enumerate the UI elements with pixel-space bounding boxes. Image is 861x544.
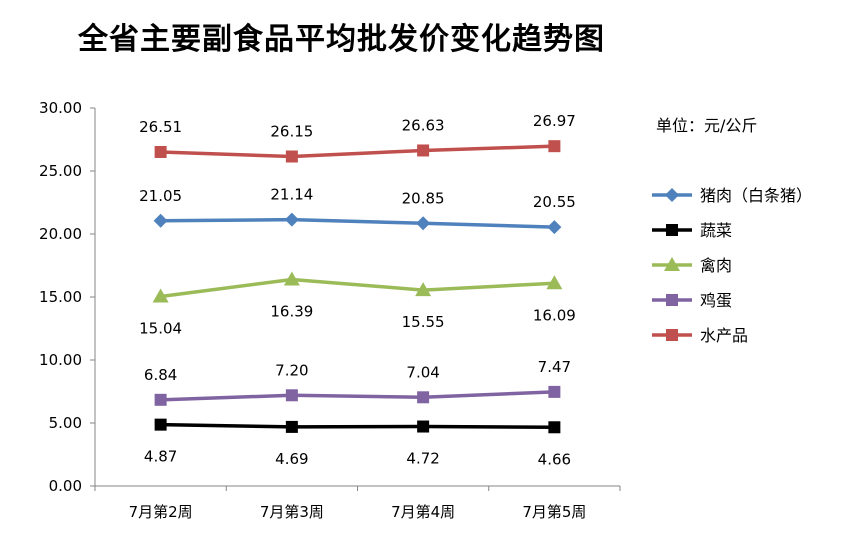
data-point: [284, 212, 299, 227]
y-axis-ticks: 0.00 5.00 10.00 15.00 20.00 25.00 30.00: [39, 99, 95, 495]
x-axis-ticks: 7月第2周 7月第3周 7月第4周 7月第5周: [94, 486, 621, 521]
chart-title: 全省主要副食品平均批发价变化趋势图: [78, 22, 605, 57]
data-label: 16.39: [270, 302, 313, 320]
legend-label: 蔬菜: [700, 221, 732, 240]
data-label: 15.04: [139, 319, 182, 337]
data-label: 4.66: [538, 450, 571, 468]
legend-marker: [666, 294, 678, 306]
data-label: 26.97: [533, 112, 576, 130]
y-tick-label: 20.00: [39, 225, 82, 243]
data-label: 20.85: [402, 189, 445, 207]
series-1: [153, 212, 562, 235]
legend-label: 猪肉（白条猪）: [700, 186, 812, 205]
series-group: [152, 140, 563, 434]
data-label: 21.05: [139, 187, 182, 205]
axes: [94, 108, 620, 487]
data-label: 26.63: [402, 116, 445, 134]
x-tick-label: 7月第4周: [391, 503, 455, 521]
data-point: [154, 418, 167, 431]
y-tick-label: 25.00: [39, 162, 82, 180]
legend-marker: [666, 329, 678, 341]
data-label: 21.14: [270, 186, 313, 204]
legend-marker: [664, 257, 680, 271]
series-line: [160, 422, 555, 430]
y-tick-label: 0.00: [49, 477, 82, 495]
data-point: [415, 282, 432, 297]
data-point: [416, 216, 431, 231]
data-label: 20.55: [533, 193, 576, 211]
legend-marker: [665, 188, 679, 202]
legend-label: 禽肉: [700, 256, 732, 275]
data-label: 4.69: [275, 450, 308, 468]
data-label: 7.47: [538, 358, 571, 376]
data-label: 4.87: [144, 448, 177, 466]
data-point: [285, 389, 298, 402]
series-4: [154, 385, 561, 406]
data-point: [283, 271, 300, 286]
x-tick-label: 7月第5周: [522, 503, 586, 521]
data-point: [417, 144, 430, 157]
data-point: [417, 391, 430, 404]
legend-item-1: 猪肉（白条猪）: [652, 186, 812, 205]
series-line: [160, 144, 555, 159]
data-labels: 21.05 21.14 20.85 20.55 4.87 4.69 4.72 4.66 15.0…: [139, 112, 576, 468]
legend-item-2: 蔬菜: [652, 221, 732, 240]
data-point: [547, 220, 562, 235]
data-point: [152, 288, 169, 303]
data-point: [153, 213, 168, 228]
data-point: [154, 145, 167, 158]
series-line: [160, 277, 555, 299]
series-line: [160, 390, 555, 402]
series-2: [154, 418, 561, 434]
data-point: [546, 275, 563, 290]
series-3: [152, 271, 563, 303]
data-label: 16.09: [533, 306, 576, 324]
legend-label: 水产品: [700, 326, 748, 345]
y-tick-label: 30.00: [39, 99, 82, 117]
x-tick-label: 7月第2周: [129, 503, 193, 521]
data-label: 7.04: [406, 363, 439, 381]
data-point: [285, 420, 298, 433]
data-label: 26.15: [270, 123, 313, 141]
data-point: [417, 420, 430, 433]
legend-item-3: 禽肉: [652, 256, 732, 275]
y-tick-label: 10.00: [39, 351, 82, 369]
data-label: 6.84: [144, 366, 177, 384]
legend-marker: [666, 224, 678, 236]
legend-item-4: 鸡蛋: [652, 291, 732, 310]
y-tick-label: 5.00: [49, 414, 82, 432]
data-label: 26.51: [139, 118, 182, 136]
data-point: [548, 421, 561, 434]
y-tick-label: 15.00: [39, 288, 82, 306]
series-line: [160, 217, 555, 229]
series-5: [154, 140, 561, 163]
x-tick-label: 7月第3周: [260, 503, 324, 521]
data-point: [285, 150, 298, 163]
data-label: 4.72: [406, 450, 439, 468]
data-label: 7.20: [275, 361, 308, 379]
data-point: [548, 140, 561, 153]
data-label: 15.55: [402, 313, 445, 331]
data-point: [154, 393, 167, 406]
data-point: [548, 385, 561, 398]
unit-label: 单位：元/公斤: [656, 116, 757, 135]
legend-label: 鸡蛋: [700, 291, 732, 310]
legend-item-5: 水产品: [652, 326, 748, 345]
